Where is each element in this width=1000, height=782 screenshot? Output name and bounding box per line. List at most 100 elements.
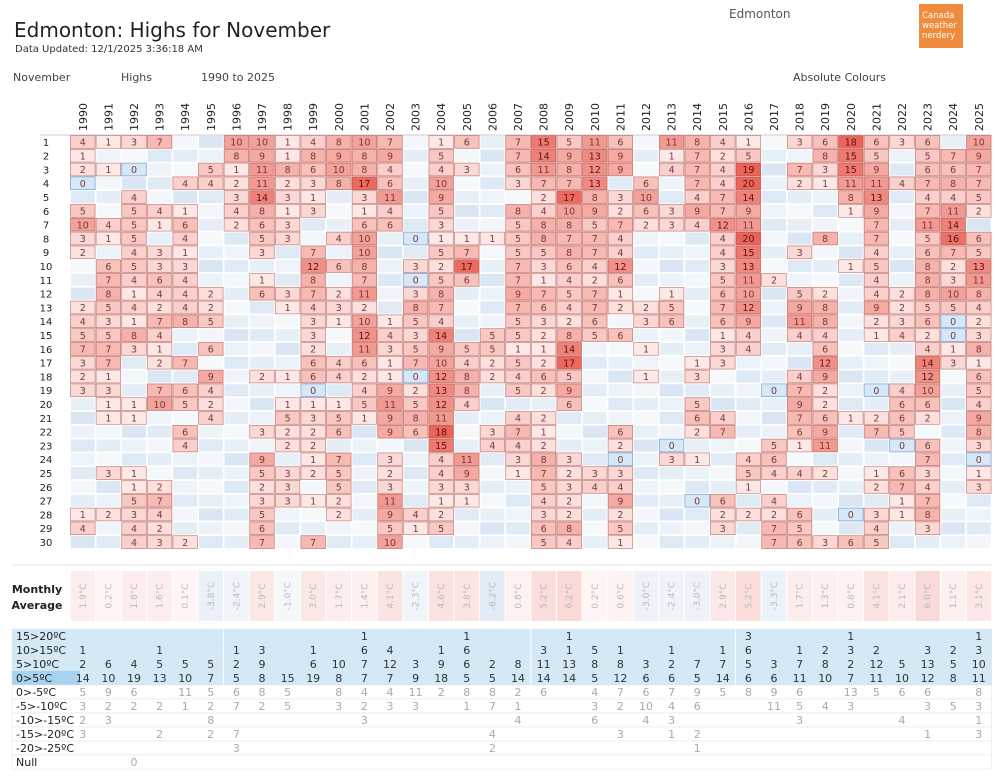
year-label: 2021 [870,103,883,131]
heatmap-cell [761,355,787,370]
cell-value: 3 [873,510,879,521]
heatmap-cell [121,411,147,425]
heatmap-cell [684,148,710,163]
heatmap-cell [556,259,582,273]
heatmap-cell [761,231,787,246]
heatmap-cell [889,300,915,315]
heatmap-cell [274,204,301,218]
heatmap-cell [940,480,966,494]
cell-value: 6 [925,248,931,259]
heatmap-cell [377,190,403,204]
cell-value: 4 [976,303,982,314]
heatmap-cell [940,259,966,273]
band-count: 2 [207,700,214,713]
heatmap-cell [582,259,608,273]
year-range-selector[interactable]: 1990 to 2025 [201,71,276,84]
cell-value: 8 [361,165,367,176]
heatmap-cell [95,342,122,356]
monthly-average-cell [275,571,300,621]
heatmap-cell [505,231,531,246]
heatmap-cell [889,383,915,398]
month-selector[interactable]: November [13,71,71,84]
cell-value: 5 [285,414,291,425]
cell-value: 3 [310,207,316,218]
heatmap-cell [684,424,710,439]
heatmap-cell [326,231,352,246]
cell-value: 3 [976,331,982,342]
heatmap-cell [607,135,634,149]
heatmap-cell [812,135,838,149]
cell-value: 2 [233,220,239,231]
cell-value: 7 [899,483,905,494]
heatmap-cell [479,148,506,163]
band-count: 10 [895,672,909,685]
cell-value: 3 [950,276,956,287]
heatmap-cell [914,217,941,232]
colour-mode-selector[interactable]: Absolute Colours [793,71,886,84]
band-count: 9 [259,658,266,671]
band-count: 1 [463,630,470,643]
cell-value: 4 [873,276,879,287]
heatmap-cell [146,521,173,536]
day-label: 17 [40,359,53,370]
heatmap-cell [863,507,890,522]
cell-value: 7 [797,414,803,425]
cell-value: 1 [131,469,137,480]
band-count: 7 [489,700,496,713]
band-count: 2 [438,686,445,699]
heatmap-cell [121,355,147,370]
cell-value: 3 [438,220,444,231]
heatmap-cell [812,438,838,453]
heatmap-cell [684,204,710,218]
heatmap-cell [198,411,224,425]
heatmap-cell [966,314,992,329]
heatmap-cell [735,452,762,467]
heatmap-cell [556,452,582,467]
cell-value: 3 [464,483,470,494]
logo[interactable]: Canada weather nerdery [919,4,963,48]
band-count: 13 [562,658,576,671]
heatmap-cell [735,190,762,204]
heatmap-cell [889,176,915,191]
heatmap-cell [454,424,480,439]
heatmap-cell [146,259,173,273]
band-count: 5 [873,686,880,699]
cell-value: 10 [435,358,447,369]
heatmap-cell [300,535,326,549]
band-count: 6 [745,672,752,685]
band-count: 2 [694,728,701,741]
monthly-average-cell [428,571,454,621]
band-count: 1 [566,630,573,643]
heatmap-cell [658,383,685,398]
band-label: 15>20ºC [16,630,66,643]
city-filter[interactable]: Edmonton [729,7,791,21]
cell-value: 3 [413,331,419,342]
cell-value: 2 [745,510,751,521]
band-count: 1 [617,644,624,657]
heatmap-cell [684,217,710,232]
heatmap-cell [812,411,838,425]
cell-value: 13 [589,151,601,162]
cell-value: 1 [438,138,444,149]
heatmap-cell [556,480,582,494]
cell-value: 4 [694,193,700,204]
heatmap-cell [710,452,736,467]
heatmap-cell [940,273,966,287]
cell-value: 6 [797,510,803,521]
monthly-average-cell [352,571,377,621]
cell-value: 0 [617,455,623,466]
heatmap-cell [198,480,224,494]
heatmap-cell [838,135,864,149]
cell-value: 4 [438,317,444,328]
heatmap-cell [812,521,838,536]
cell-value: 2 [259,372,265,383]
cell-value: 8 [566,524,572,535]
band-count: 5 [463,672,470,685]
heatmap-cell [402,369,429,384]
heatmap-cell [863,369,890,384]
measure-selector[interactable]: Highs [121,71,153,84]
heatmap-cell [914,135,941,149]
page-title: Edmonton: Highs for November [14,18,331,42]
heatmap-cell [863,176,890,191]
monthly-average-cell [736,571,761,621]
